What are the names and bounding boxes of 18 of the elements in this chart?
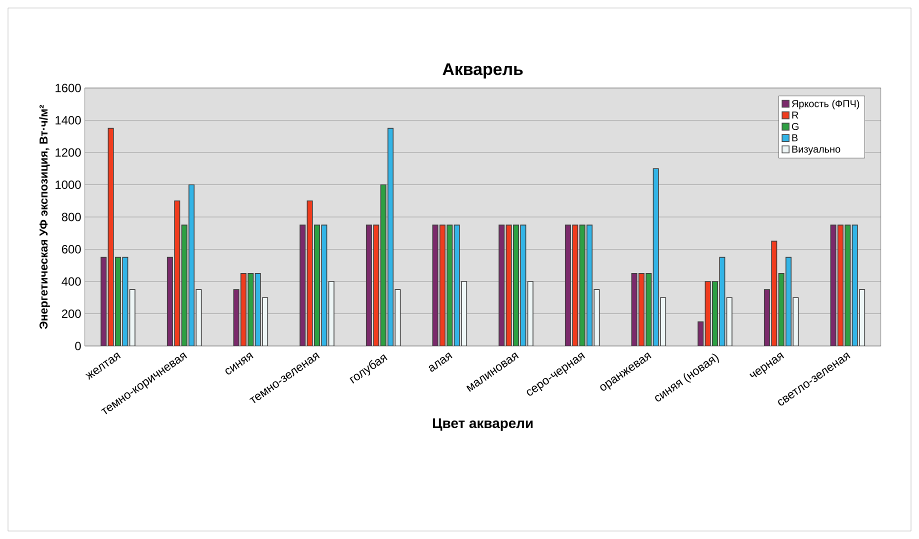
x-axis-title: Цвет акварели (433, 418, 533, 431)
y-tick-label: 600 (62, 245, 81, 254)
y-tick-label: 400 (62, 277, 81, 286)
y-tick-label: 1600 (56, 84, 81, 92)
y-tick-label: 1200 (56, 148, 81, 157)
y-tick-label: 1400 (56, 116, 81, 124)
y-tick-label: 0 (75, 342, 81, 350)
legend-label: Яркость (ФПЧ) (792, 100, 860, 110)
y-tick-label: 1000 (56, 180, 81, 189)
y-tick-label: 200 (62, 310, 81, 318)
legend-label: R (792, 112, 798, 118)
y-axis-title: Энергетическая УФ экспозиция, Вт·ч/м² (39, 104, 50, 329)
chart-title: Акварель (442, 63, 523, 78)
y-tick-label: 800 (62, 212, 81, 222)
x-tick-label: алая (428, 352, 452, 372)
legend-label: B (792, 134, 798, 142)
legend-label: G (792, 122, 798, 130)
legend-label: Визуально (792, 146, 840, 155)
